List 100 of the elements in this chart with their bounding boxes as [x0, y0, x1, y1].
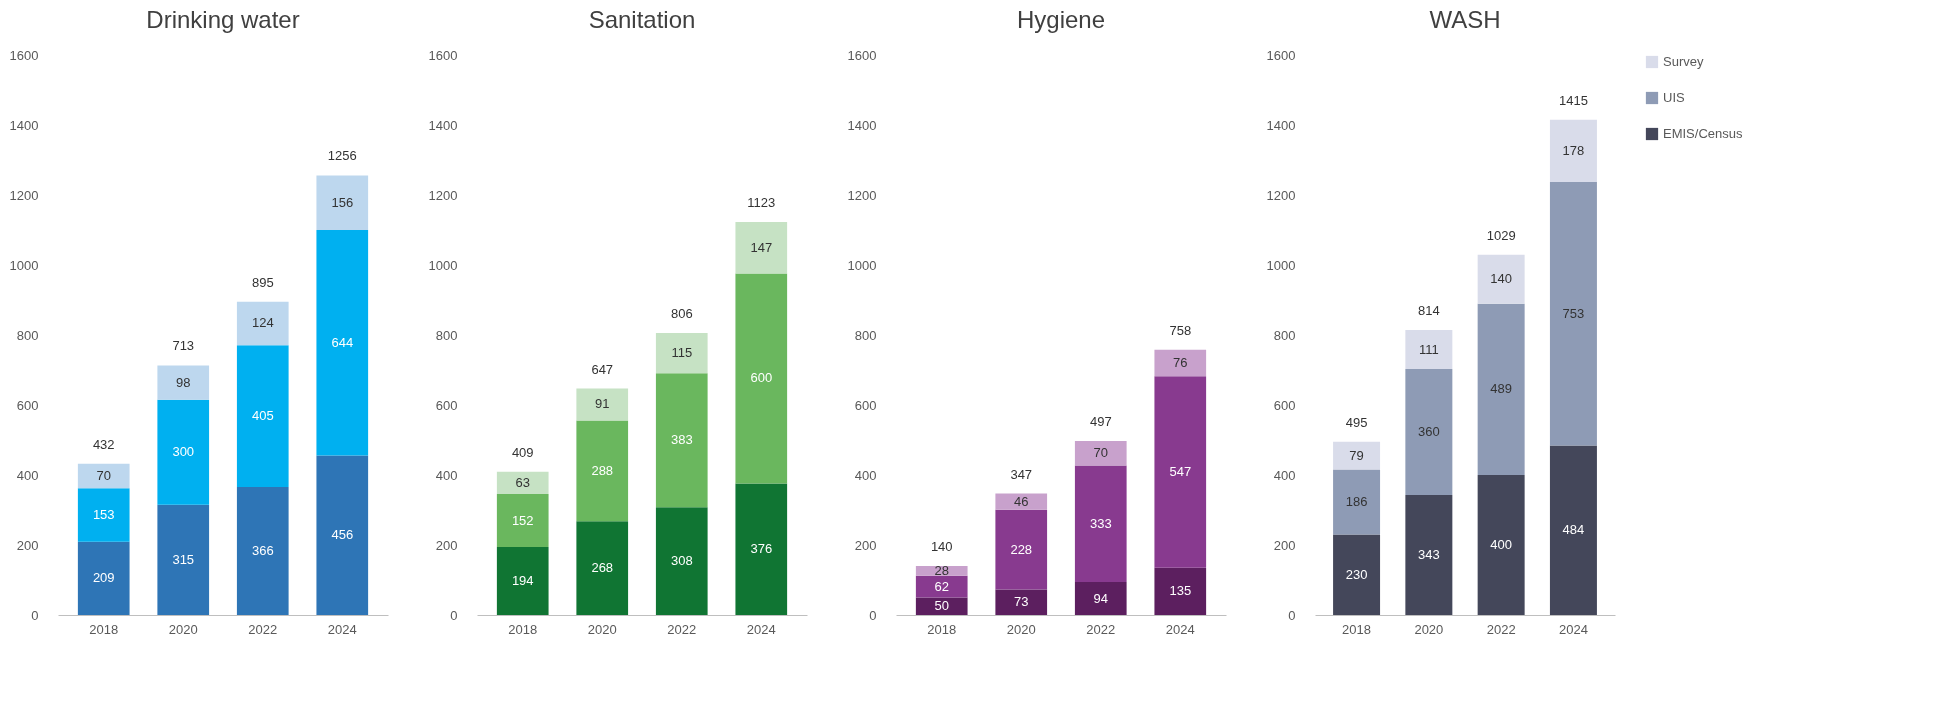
- data-label: 178: [1562, 142, 1585, 158]
- x-tick-label: 2022: [248, 621, 278, 637]
- total-label: 409: [511, 444, 534, 460]
- data-label: 288: [591, 462, 614, 478]
- total-label: 497: [1089, 414, 1112, 430]
- bar: [995, 509, 1048, 590]
- bar: [1405, 494, 1453, 615]
- y-tick-label: 0: [450, 607, 458, 623]
- y-tick-label: 1000: [847, 257, 877, 273]
- y-tick-label: 0: [869, 607, 877, 623]
- x-tick-label: 2022: [1086, 621, 1116, 637]
- bar: [236, 301, 289, 346]
- bar: [1549, 119, 1597, 183]
- bar: [1477, 475, 1525, 615]
- data-label: 156: [331, 194, 354, 210]
- y-tick-label: 200: [854, 537, 877, 553]
- total-label: 347: [1010, 466, 1033, 482]
- total-label: 140: [930, 539, 953, 554]
- bar: [496, 547, 549, 615]
- y-tick-label: 1200: [1266, 187, 1296, 203]
- bar: [1549, 445, 1597, 615]
- data-label: 79: [1349, 447, 1364, 463]
- data-label: 186: [1345, 493, 1368, 509]
- bar: [236, 345, 289, 487]
- x-tick-label: 2024: [327, 621, 357, 637]
- data-label: 308: [670, 553, 693, 569]
- bar: [1333, 469, 1381, 535]
- data-label: 333: [1089, 515, 1112, 531]
- bar: [735, 221, 788, 274]
- total-label: 713: [172, 338, 195, 354]
- y-tick-label: 600: [1273, 397, 1296, 413]
- data-label: 63: [515, 474, 530, 490]
- bar: [1154, 376, 1207, 568]
- data-label: 228: [1010, 541, 1033, 557]
- data-label: 315: [172, 551, 195, 567]
- bar: [77, 541, 130, 615]
- y-tick-label: 1200: [847, 187, 877, 203]
- y-tick-label: 400: [435, 467, 458, 483]
- bar: [735, 273, 788, 484]
- data-label: 268: [591, 560, 614, 576]
- chart-title: Drinking water: [146, 6, 300, 33]
- bar: [576, 420, 629, 522]
- bar: [655, 507, 708, 615]
- y-tick-label: 0: [1288, 607, 1296, 623]
- data-label: 343: [1418, 546, 1440, 562]
- bar: [496, 471, 549, 494]
- bar: [1074, 465, 1127, 583]
- total-label: 1029: [1486, 227, 1516, 243]
- total-label: 895: [251, 274, 274, 290]
- bar: [236, 486, 289, 615]
- total-label: 1123: [747, 194, 776, 210]
- chart-title: Hygiene: [1016, 6, 1106, 33]
- data-label: 376: [750, 541, 773, 557]
- bar: [576, 521, 629, 615]
- data-label: 124: [251, 315, 274, 331]
- bar: [915, 575, 968, 598]
- bar: [995, 493, 1048, 510]
- y-tick-label: 200: [435, 537, 458, 553]
- y-tick-label: 1600: [9, 47, 39, 63]
- legend-label: UIS: [1663, 90, 1685, 105]
- bar: [1074, 441, 1127, 466]
- x-tick-label: 2020: [168, 621, 198, 637]
- x-tick-label: 2018: [89, 621, 119, 637]
- data-label: 366: [251, 542, 274, 558]
- data-label: 209: [92, 570, 115, 586]
- total-label: 1415: [1558, 92, 1588, 108]
- x-tick-label: 2020: [1006, 621, 1036, 637]
- data-label: 456: [331, 527, 354, 543]
- y-tick-label: 1400: [1266, 117, 1296, 133]
- bar: [1074, 582, 1127, 615]
- y-tick-label: 800: [435, 327, 458, 343]
- data-label: 300: [172, 444, 195, 460]
- x-tick-label: 2018: [1342, 621, 1372, 637]
- data-label: 76: [1173, 355, 1188, 370]
- total-label: 647: [591, 361, 614, 377]
- chart-title: Sanitation: [588, 6, 696, 33]
- bar: [1154, 349, 1207, 377]
- data-label: 383: [670, 432, 693, 448]
- y-tick-label: 400: [854, 467, 877, 483]
- y-tick-label: 1000: [1266, 257, 1296, 273]
- bar: [77, 463, 130, 489]
- x-tick-label: 2018: [927, 621, 957, 637]
- bar: [1477, 303, 1525, 475]
- data-label: 115: [671, 345, 693, 361]
- x-tick-label: 2022: [667, 621, 697, 637]
- data-label: 600: [750, 370, 773, 386]
- data-label: 70: [96, 468, 111, 484]
- data-label: 140: [1490, 271, 1512, 287]
- bar: [157, 365, 210, 400]
- bar: [1333, 534, 1381, 615]
- y-tick-label: 1600: [428, 47, 458, 63]
- y-tick-label: 1400: [9, 117, 39, 133]
- bar: [77, 488, 130, 542]
- data-label: 94: [1093, 590, 1108, 606]
- y-tick-label: 800: [854, 327, 877, 343]
- total-label: 495: [1345, 414, 1368, 430]
- data-label: 91: [595, 396, 610, 412]
- data-label: 152: [511, 512, 534, 528]
- bar: [157, 504, 210, 615]
- data-label: 111: [1418, 341, 1439, 357]
